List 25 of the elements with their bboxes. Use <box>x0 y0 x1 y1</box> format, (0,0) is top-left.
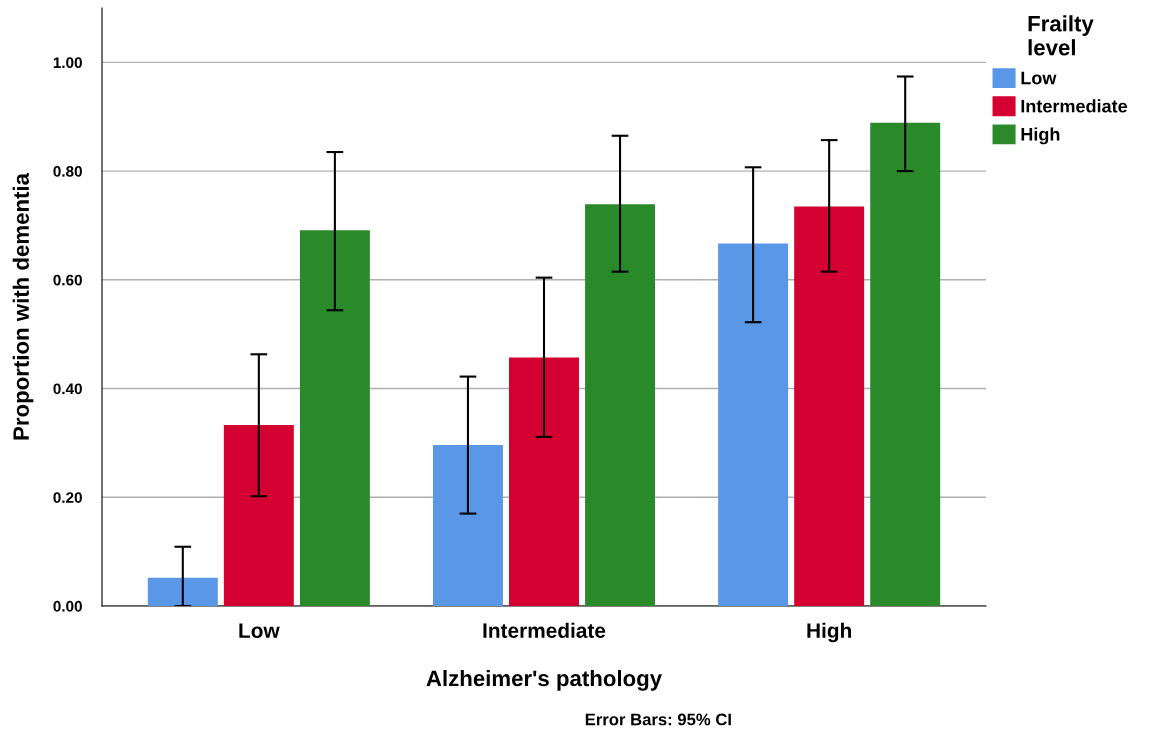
bar <box>223 424 294 606</box>
bar <box>718 243 789 606</box>
legend-title: Frailty level <box>1028 15 1094 56</box>
x-axis-title: Alzheimer's pathology <box>426 669 662 691</box>
x-tick-label: Intermediate <box>483 622 606 638</box>
y-tick-label: 0.40 <box>53 383 82 395</box>
bar <box>432 445 503 606</box>
text: Error Bars: 95% CI <box>585 713 731 726</box>
bar <box>794 206 865 606</box>
y-axis-title: Proportion with dementia <box>12 172 34 440</box>
y-tick-label: 0.00 <box>53 600 82 612</box>
y-tick-label: 1.00 <box>53 57 82 69</box>
bar <box>870 122 941 606</box>
y-tick-label: 0.80 <box>53 165 82 177</box>
x-tick-label: Low <box>239 623 280 638</box>
bar <box>585 204 656 606</box>
x-tick-label: High <box>807 622 852 643</box>
y-tick-label: 0.60 <box>53 274 82 286</box>
legend-label: Low <box>1021 71 1057 85</box>
bar <box>509 357 579 606</box>
y-tick-label: 0.20 <box>53 492 82 503</box>
bar <box>147 577 218 606</box>
legend-label: High <box>1021 127 1060 145</box>
legend-label: Intermediate <box>1021 99 1128 113</box>
bar <box>299 230 370 606</box>
